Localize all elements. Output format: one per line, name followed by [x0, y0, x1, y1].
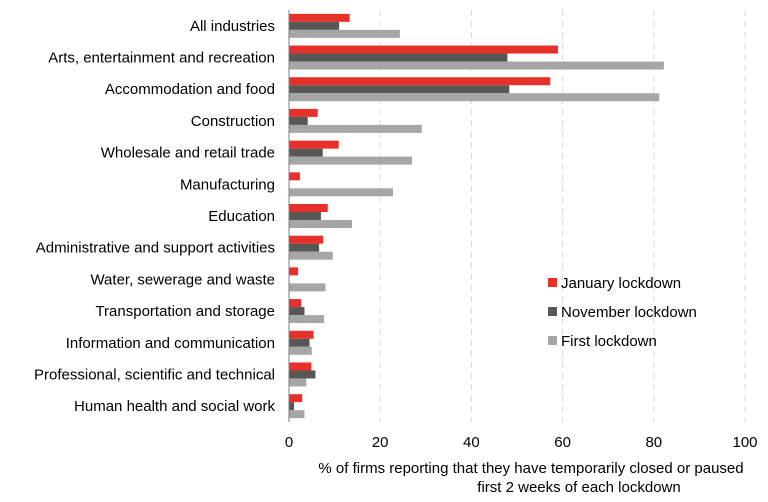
bar: [289, 346, 312, 355]
legend: January lockdown November lockdown First l…: [548, 275, 697, 350]
bar: [289, 77, 551, 86]
bar: [289, 188, 393, 197]
legend-swatch: [548, 278, 557, 287]
bar: [289, 21, 340, 30]
bar: [289, 315, 325, 324]
x-tick-label: 60: [554, 434, 571, 451]
bar: [289, 108, 318, 117]
x-tick-label: 20: [372, 434, 389, 451]
bar: [289, 156, 413, 165]
category-label: Manufacturing: [180, 176, 275, 193]
bar: [289, 61, 664, 70]
category-label: Wholesale and retail trade: [101, 145, 275, 162]
category-label: Information and communication: [66, 335, 275, 352]
bar: [289, 370, 316, 379]
x-tick-label: 80: [645, 434, 662, 451]
bar: [289, 378, 307, 387]
bar: [289, 220, 352, 228]
category-label: Accommodation and food: [105, 81, 275, 98]
bar: [289, 93, 660, 102]
legend-label: First lockdown: [561, 333, 657, 350]
legend-label: January lockdown: [561, 275, 681, 292]
legend-swatch: [548, 336, 557, 345]
bar: [289, 124, 422, 133]
grid-lines: [379, 10, 746, 422]
bar: [289, 13, 350, 22]
category-label: Administrative and support activities: [36, 240, 275, 257]
bar: [289, 172, 300, 181]
legend-swatch: [548, 307, 557, 316]
category-label: Construction: [191, 113, 275, 130]
bar: [289, 394, 303, 403]
bars: [289, 13, 664, 419]
bar: [289, 29, 400, 38]
bar: [289, 307, 305, 316]
bar: [289, 116, 308, 125]
x-tick-label: 100: [732, 434, 757, 451]
bar: [289, 148, 323, 157]
category-labels: All industries Arts, entertainment and re…: [34, 18, 275, 415]
x-axis-label-line-1: % of firms reporting that they have temp…: [318, 460, 743, 477]
bar: [289, 212, 321, 220]
legend-label: November lockdown: [561, 304, 697, 321]
bar: [289, 235, 324, 244]
x-tick-label: 0: [285, 434, 293, 451]
bar: [289, 299, 302, 308]
bar: [289, 53, 508, 62]
x-tick-labels: 0 20 40 60 80 100: [285, 434, 758, 451]
category-label: Arts, entertainment and recreation: [48, 50, 275, 67]
bar: [289, 410, 305, 419]
category-label: Professional, scientific and technical: [34, 366, 275, 383]
bar: [289, 283, 326, 292]
bar: [289, 251, 333, 260]
bar: [289, 402, 295, 411]
category-label: Education: [208, 208, 275, 225]
x-axis-label-line-2: first 2 weeks of each lockdown: [477, 479, 680, 496]
bar: [289, 45, 559, 54]
bar: [289, 330, 314, 339]
category-label: Transportation and storage: [95, 303, 275, 320]
bar: [289, 85, 510, 94]
bar: [289, 140, 339, 149]
x-tick-label: 40: [463, 434, 480, 451]
category-label: All industries: [190, 18, 275, 35]
category-label: Water, sewerage and waste: [90, 271, 275, 288]
bar: [289, 267, 299, 276]
category-label: Human health and social work: [74, 398, 275, 415]
bar: [289, 362, 312, 371]
bar: [289, 338, 310, 347]
bar: [289, 204, 328, 212]
bar: [289, 243, 320, 252]
